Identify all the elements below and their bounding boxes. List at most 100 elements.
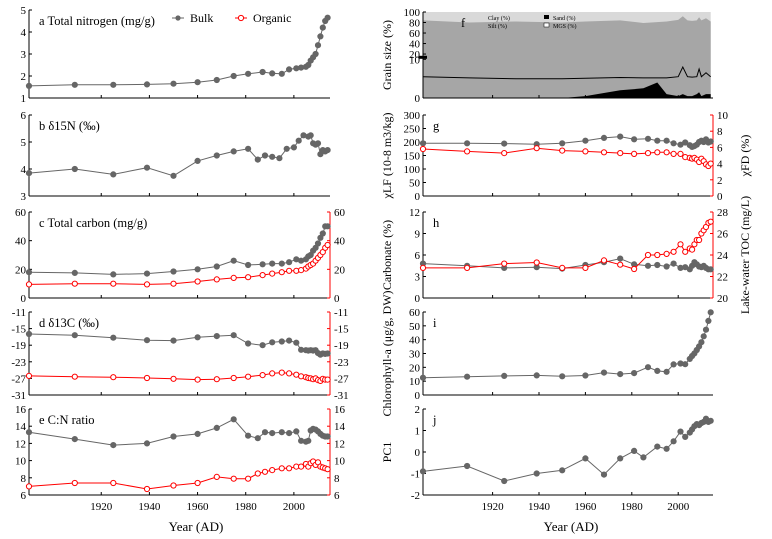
- data-point-bulk: [464, 140, 471, 147]
- data-point-bulk: [464, 373, 471, 380]
- panel-title: h: [433, 216, 440, 230]
- y-tick-label: 10: [409, 376, 421, 388]
- data-point-bulk: [298, 437, 305, 444]
- x-tick-label: 1980: [235, 501, 258, 513]
- data-point-bulk: [110, 442, 117, 449]
- data-point-bulk: [312, 50, 319, 58]
- data-point-organic: [696, 236, 703, 244]
- data-point-organic: [677, 241, 684, 248]
- data-point-bulk: [682, 433, 689, 440]
- data-point-organic: [631, 150, 638, 157]
- data-point-bulk: [617, 255, 624, 262]
- y2-tick-label: 6: [334, 490, 340, 502]
- x-axis-label-left: Year (AD): [169, 519, 224, 534]
- data-point-bulk: [324, 223, 331, 230]
- grain-legend-label: Sand (%): [553, 15, 576, 22]
- data-point-bulk: [230, 72, 237, 80]
- y-tick-label: 0: [415, 293, 421, 305]
- data-point-bulk: [682, 361, 689, 368]
- data-point-bulk: [307, 132, 314, 139]
- data-point-organic: [419, 264, 427, 271]
- data-point-organic: [654, 149, 661, 156]
- y-tick-label: 20: [15, 264, 27, 276]
- data-point-bulk: [269, 430, 276, 437]
- data-point-organic: [682, 248, 689, 255]
- data-point-bulk: [654, 261, 661, 269]
- data-point-bulk: [269, 260, 276, 267]
- x-tick-label: 1940: [528, 501, 551, 513]
- data-point-bulk: [71, 436, 78, 443]
- y-tick-label: 50: [409, 178, 421, 190]
- data-point-bulk: [600, 471, 608, 478]
- y-tick-label: -11: [12, 307, 26, 319]
- series-line-bulk: [422, 312, 712, 379]
- data-point-bulk: [419, 140, 427, 147]
- panel-e: 6 8 10 12 14 16 6 8 10 12 14 16 1920 1940 1960 1980 2000…: [15, 404, 346, 513]
- y-tick-label: 6: [21, 490, 27, 502]
- data-point-bulk: [170, 268, 177, 275]
- y-tick-label: 4: [21, 27, 27, 39]
- data-point-bulk: [213, 263, 220, 270]
- y2-tick-label: 26: [717, 229, 729, 241]
- data-point-organic: [110, 374, 117, 381]
- y-tick-label: 12: [409, 207, 420, 219]
- data-point-bulk: [25, 429, 33, 436]
- y2-tick-label: 10: [717, 110, 729, 122]
- data-point-bulk: [617, 371, 624, 378]
- y-tick-label: 6: [415, 250, 421, 262]
- data-point-bulk: [290, 144, 297, 151]
- data-point-organic: [213, 473, 220, 480]
- y2-tick-label: -23: [334, 357, 349, 369]
- y-tick-label: 14: [15, 421, 27, 433]
- data-point-bulk: [631, 370, 638, 377]
- data-point-bulk: [644, 135, 652, 142]
- legend-organic-label: Organic: [253, 11, 291, 25]
- data-point-organic: [194, 376, 201, 383]
- data-point-bulk: [317, 33, 324, 40]
- y-tick-label: 100: [404, 7, 421, 19]
- data-point-bulk: [324, 147, 331, 154]
- data-point-bulk: [707, 309, 714, 316]
- y-tick-label: 0: [415, 447, 421, 459]
- grain-legend: Clay (%)Silt (%) Sand (%)MGS (%): [479, 15, 577, 30]
- panel-b: 3 4 5 6 b δ15N (‰): [21, 110, 331, 203]
- data-point-bulk: [143, 440, 151, 447]
- x-tick-label: 2000: [667, 501, 690, 513]
- data-point-bulk: [261, 429, 269, 436]
- data-point-bulk: [559, 373, 566, 380]
- y-tick-label: 0: [415, 191, 421, 203]
- x-axis-label-right: Year (AD): [544, 519, 599, 534]
- data-point-organic: [677, 150, 684, 157]
- data-point-bulk: [170, 80, 177, 87]
- panel-h: 0 3 6 9 12 20 22 24 26 28 h Carbonate (%) Lake-water…: [380, 196, 752, 314]
- data-point-bulk: [194, 334, 201, 341]
- data-point-organic: [324, 376, 331, 383]
- data-point-organic: [324, 466, 331, 473]
- data-point-bulk: [707, 266, 714, 273]
- data-point-organic: [71, 479, 78, 487]
- data-point-organic: [261, 468, 269, 475]
- y-tick-label: 16: [15, 404, 27, 416]
- data-point-bulk: [663, 368, 670, 375]
- y2-tick-label: 4: [717, 159, 723, 171]
- y-axis-label: Grain size (%): [380, 20, 394, 90]
- data-point-bulk: [631, 447, 638, 454]
- data-point-bulk: [698, 339, 705, 346]
- y2-tick-label: 28: [717, 207, 729, 219]
- data-point-bulk: [631, 136, 638, 143]
- data-point-bulk: [110, 334, 117, 341]
- data-point-bulk: [170, 337, 177, 344]
- grain-legend-swatch: [479, 23, 484, 27]
- data-point-organic: [230, 475, 237, 482]
- y-tick-label: 5: [21, 5, 27, 17]
- data-point-organic: [25, 372, 33, 379]
- data-point-bulk: [663, 445, 670, 452]
- data-point-bulk: [25, 82, 33, 90]
- data-point-bulk: [324, 350, 331, 357]
- data-point-organic: [670, 248, 677, 255]
- y2-tick-label: 16: [334, 404, 346, 416]
- y-axis-label: Carbonate (%): [380, 220, 394, 290]
- data-point-bulk: [269, 70, 276, 77]
- data-point-bulk: [230, 416, 237, 423]
- data-point-bulk: [143, 164, 151, 171]
